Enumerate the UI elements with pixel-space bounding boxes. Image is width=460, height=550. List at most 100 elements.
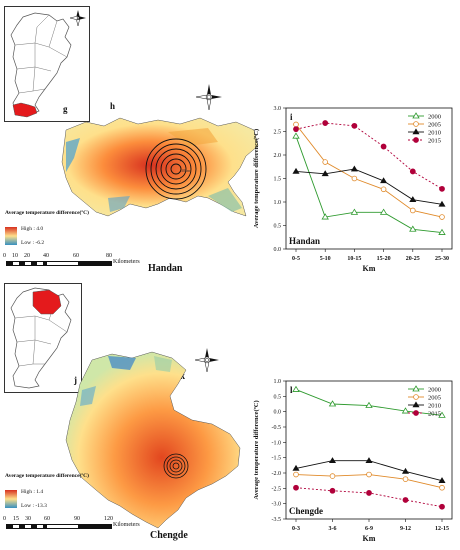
data-point (401, 407, 410, 414)
scale-tick: 120 (104, 516, 113, 522)
data-point (438, 411, 446, 418)
x-tick-label: 0-5 (292, 256, 300, 262)
series-line (295, 124, 443, 218)
legend-low: Low : -6.2 (21, 240, 45, 246)
y-tick-label: 1.5 (274, 177, 282, 183)
data-point (351, 122, 358, 129)
series-line (295, 168, 443, 205)
x-tick-label: 10-15 (347, 256, 361, 262)
data-point (438, 477, 446, 483)
legend-entry: 2005 (428, 395, 441, 402)
series-2010 (292, 457, 446, 483)
x-tick-label: 0-3 (292, 526, 300, 532)
data-point (365, 457, 373, 464)
scale-tick: 15 (13, 516, 19, 522)
data-point (413, 121, 419, 127)
scale-tick: 10 (12, 253, 18, 259)
scale-unit: Kilometers (113, 259, 140, 265)
data-point (322, 120, 329, 126)
legend-color-ramp (5, 490, 17, 508)
legend-entry: 2000 (428, 114, 441, 121)
data-point (328, 457, 337, 464)
y-tick-label: 0.5 (274, 224, 282, 230)
data-point (380, 186, 387, 193)
scale-unit: Kilometers (113, 522, 140, 528)
chart-city-label: Handan (289, 236, 320, 246)
chengde-temperature-map (65, 351, 241, 529)
series-2005 (293, 471, 445, 491)
compass-rose-icon (194, 348, 219, 373)
legend-entry: 2010 (428, 130, 441, 137)
data-point (351, 175, 358, 182)
data-point (328, 400, 337, 407)
data-point (413, 410, 419, 416)
data-point (321, 170, 329, 177)
data-point (292, 132, 300, 139)
data-point (439, 503, 445, 510)
data-point (329, 473, 336, 479)
data-point (439, 214, 445, 220)
series-2005 (293, 121, 445, 220)
data-point (293, 126, 299, 133)
y-tick-label: 2.0 (274, 153, 282, 159)
chart-city-label: Chengde (289, 506, 323, 516)
data-point (380, 177, 388, 184)
legend-title: Average temperature difference(ºC) (5, 473, 89, 479)
data-point (350, 165, 358, 172)
compass-rose-icon (195, 84, 222, 111)
series-line (295, 136, 443, 233)
data-point (412, 128, 420, 135)
x-tick-label: 25-30 (435, 256, 449, 262)
data-point (293, 471, 299, 478)
data-point (412, 401, 420, 408)
data-point (366, 471, 372, 478)
x-tick-label: 15-20 (377, 256, 391, 262)
legend-entry: 2005 (428, 122, 441, 129)
data-point (365, 401, 373, 408)
ring-distance-label: 30km (181, 168, 191, 173)
handan-region-highlight (12, 102, 38, 118)
scale-tick: 0 (3, 253, 6, 259)
scale-tick: 90 (74, 516, 80, 522)
y-tick-label: -2.0 (272, 471, 282, 477)
x-tick-label: 12-15 (435, 526, 449, 532)
x-tick-label: 5-10 (320, 256, 331, 262)
y-tick-label: -3.0 (272, 502, 282, 508)
legend-entry: 2010 (428, 403, 441, 410)
data-point (402, 497, 409, 503)
y-tick-label: 0.0 (274, 247, 282, 253)
x-axis-label: Km (363, 264, 376, 273)
scale-tick: 60 (44, 516, 50, 522)
data-point (409, 168, 416, 175)
handan-temperature-map: 30km (61, 117, 259, 217)
plot-frame (285, 107, 453, 250)
inset-panel-letter: j (74, 375, 77, 385)
y-axis-label: Average temperature difference(ºC) (253, 129, 260, 228)
data-point (379, 208, 388, 215)
panel-letter: l (290, 385, 293, 395)
scale-tick: 40 (43, 253, 49, 259)
y-axis-label: Average temperature difference(ºC) (253, 400, 260, 499)
data-point (366, 490, 372, 496)
buffer-rings (163, 453, 189, 479)
chengde-region-highlight (32, 289, 62, 315)
y-tick-label: 1.0 (274, 379, 282, 385)
x-tick-label: 20-25 (406, 256, 420, 262)
y-tick-label: 0.5 (274, 394, 282, 400)
chart-handan: 0.0 0.5 1.0 1.5 2.0 2.5 3.0 0-5 5-10 10-15 15-20 20… (253, 106, 453, 273)
scale-tick: 0 (3, 516, 6, 522)
city-name: Chengde (150, 530, 188, 541)
x-tick-label: 3-6 (329, 526, 337, 532)
data-point (410, 207, 416, 214)
legend-entry: 2000 (428, 387, 441, 394)
province-inset-map-handan: g (4, 6, 90, 122)
data-point (380, 143, 387, 150)
data-point (401, 467, 410, 474)
series-2010 (292, 165, 446, 207)
buffer-rings (145, 138, 207, 200)
panel-letter: i (290, 112, 293, 122)
x-axis-label: Km (363, 534, 376, 543)
scale-tick: 20 (24, 253, 30, 259)
y-tick-label: 3.0 (274, 106, 282, 112)
series-line (295, 122, 443, 190)
